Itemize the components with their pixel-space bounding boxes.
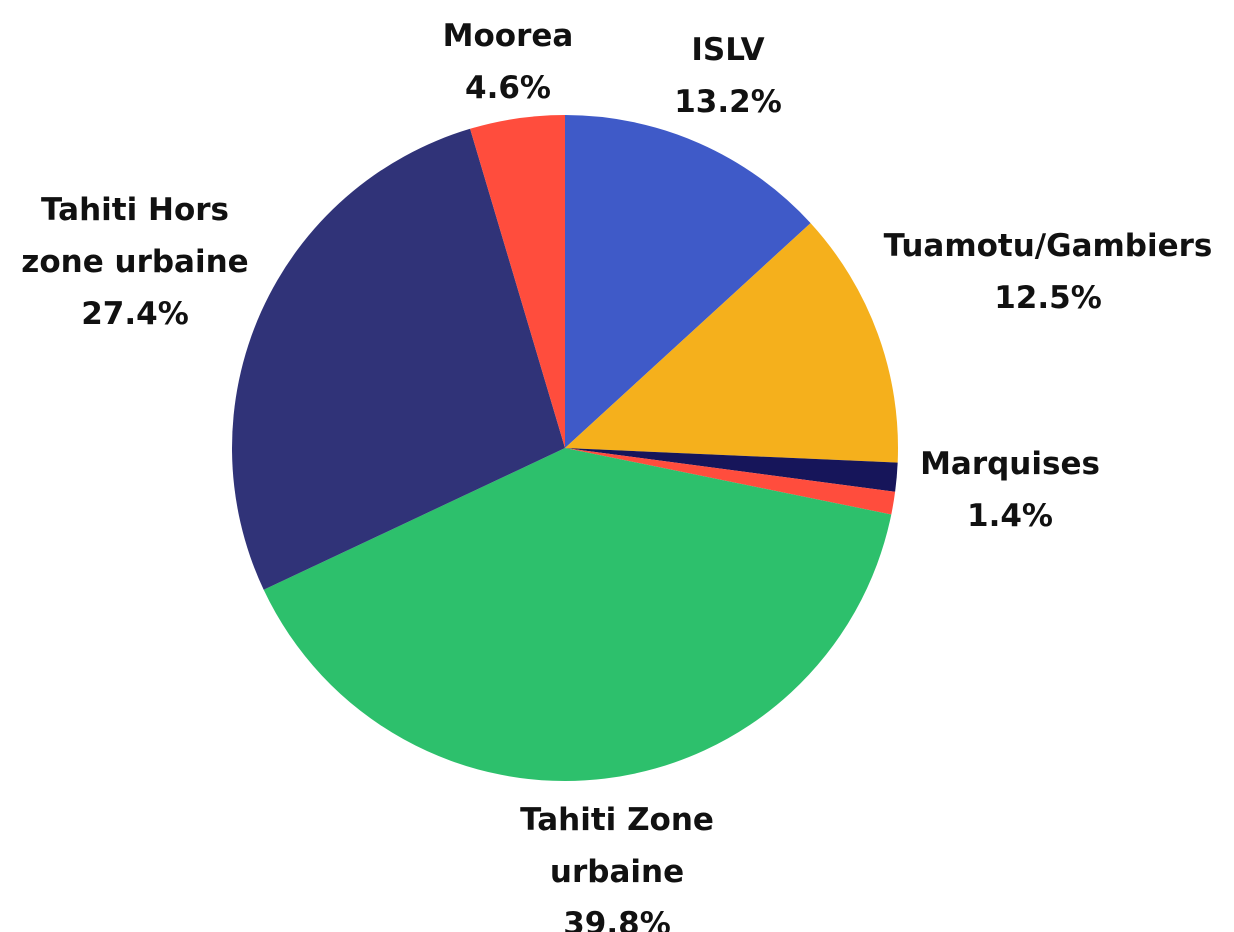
slice-label: Tahiti Hors zone urbaine 27.4% xyxy=(5,184,265,340)
value-label: 39.8% xyxy=(563,906,671,932)
category-label: Moorea xyxy=(442,18,574,54)
value-label: 12.5% xyxy=(994,280,1102,316)
category-label: Tahiti Zone urbaine xyxy=(520,802,714,890)
slice-label: Tahiti Zone urbaine 39.8% xyxy=(497,794,737,932)
value-label: 13.2% xyxy=(674,84,782,120)
pie-slice xyxy=(470,115,565,448)
category-label: ISLV xyxy=(691,32,765,68)
value-label: 1.4% xyxy=(967,498,1053,534)
pie-slice xyxy=(232,128,566,590)
value-label: 4.6% xyxy=(465,70,551,106)
pie-slice xyxy=(565,448,896,515)
pie-slice xyxy=(565,115,811,448)
slice-label: Moorea 4.6% xyxy=(383,10,633,114)
category-label: Tahiti Hors zone urbaine xyxy=(21,192,249,280)
slice-label: ISLV 13.2% xyxy=(578,24,878,128)
pie-slice xyxy=(263,448,892,782)
category-label: Marquises xyxy=(920,446,1100,482)
pie-slice xyxy=(565,448,898,492)
pie-slice xyxy=(565,223,898,463)
slice-label: Marquises 1.4% xyxy=(860,438,1160,542)
value-label: 27.4% xyxy=(81,296,189,332)
slice-label: Tuamotu/Gambiers 12.5% xyxy=(848,220,1234,324)
category-label: Tuamotu/Gambiers xyxy=(883,228,1213,264)
